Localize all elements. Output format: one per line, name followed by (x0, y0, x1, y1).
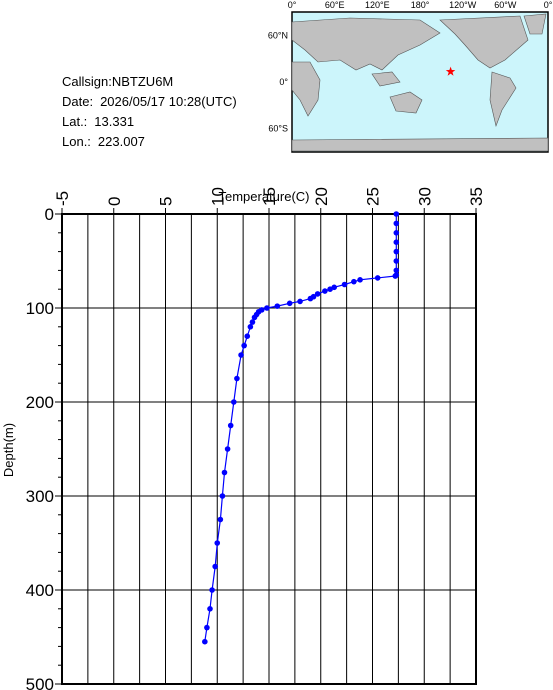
profile-point (224, 446, 231, 452)
info-label: Lon.: (62, 134, 91, 149)
y-tick-label: 400 (26, 581, 54, 600)
map-lon-label: 180° (411, 0, 430, 10)
y-tick-label: 300 (26, 487, 54, 506)
profile-point (251, 314, 258, 321)
profile-point (274, 303, 281, 309)
profile-point (357, 277, 363, 283)
map-lat-label: 0° (279, 77, 288, 87)
map (291, 11, 549, 153)
x-tick-label: 20 (312, 187, 331, 206)
profile-point (297, 298, 303, 305)
info-value: 2026/05/17 10:28(UTC) (100, 94, 237, 109)
profile-point (209, 587, 215, 593)
profile-point (393, 239, 400, 245)
x-tick-label: 0 (105, 197, 124, 206)
x-tick-label: 30 (415, 187, 434, 206)
profile-point (247, 324, 254, 330)
profile-point (244, 333, 251, 340)
profile-point (393, 220, 400, 227)
x-tick-label: 5 (157, 197, 176, 206)
profile-point (231, 399, 237, 405)
info-line: Date: 2026/05/17 10:28(UTC) (62, 94, 237, 109)
y-tick-label: 0 (45, 205, 54, 224)
profile-point (393, 267, 400, 274)
map-lon-label: 60°E (325, 0, 345, 10)
profile-point (202, 638, 208, 645)
profile-point (374, 275, 381, 281)
profile-point (393, 258, 400, 264)
profile-point (219, 493, 226, 499)
map-lon-label: 0° (288, 0, 297, 10)
profile-point (241, 342, 247, 349)
profile-point (351, 278, 357, 285)
info-value: 223.007 (98, 134, 145, 149)
profile-point (393, 230, 400, 236)
info-label: Lat.: (62, 114, 87, 129)
profile-point (217, 516, 224, 523)
y-tick-label: 200 (26, 393, 54, 412)
profile-point (238, 352, 244, 358)
info-value: NBTZU6M (112, 74, 173, 89)
info-value: 13.331 (94, 114, 134, 129)
map-land (291, 13, 549, 152)
profile-point (286, 300, 293, 307)
x-tick-label: 35 (467, 187, 486, 206)
profile-point (207, 606, 213, 612)
info-label: Callsign: (62, 74, 112, 89)
profile-point (393, 211, 400, 217)
profile-point (227, 422, 234, 429)
profile-point (393, 248, 400, 255)
y-tick-label: 500 (26, 675, 54, 690)
x-tick-label: -5 (53, 191, 72, 206)
x-tick-label: 10 (208, 187, 227, 206)
profile-point (322, 288, 328, 294)
profile-point (392, 273, 399, 279)
profile-point (327, 286, 333, 293)
profile-point (214, 540, 221, 546)
info-line: Lon.: 223.007 (62, 134, 145, 149)
profile-point (249, 319, 256, 325)
x-tick-label: 15 (260, 187, 279, 206)
x-tick-label: 25 (364, 187, 383, 206)
map-lon-label: 60°W (494, 0, 517, 10)
position-marker (445, 66, 456, 76)
info-line: Lat.: 13.331 (62, 114, 134, 129)
map-lon-label: 120°W (449, 0, 477, 10)
profile-point (341, 281, 348, 288)
map-lat-label: 60°S (268, 124, 288, 134)
y-tick-label: 100 (26, 299, 54, 318)
plot-frame (61, 213, 477, 685)
profile-line (204, 214, 397, 642)
profile-point (307, 295, 314, 302)
y-axis-label: Depth(m) (1, 423, 16, 477)
map-lon-label: 0° (544, 0, 553, 10)
profile-point (264, 305, 270, 311)
info-label: Date: (62, 94, 93, 109)
x-axis-label: Temperature(C) (218, 189, 309, 204)
profile-point (212, 563, 218, 570)
profile-point (234, 375, 240, 382)
profile-point (314, 291, 321, 297)
map-lat-label: 60°N (268, 30, 288, 40)
info-line: Callsign:NBTZU6M (62, 74, 173, 89)
profile-point (204, 624, 210, 631)
profile-point (221, 469, 228, 476)
map-lon-label: 120°E (365, 0, 390, 10)
